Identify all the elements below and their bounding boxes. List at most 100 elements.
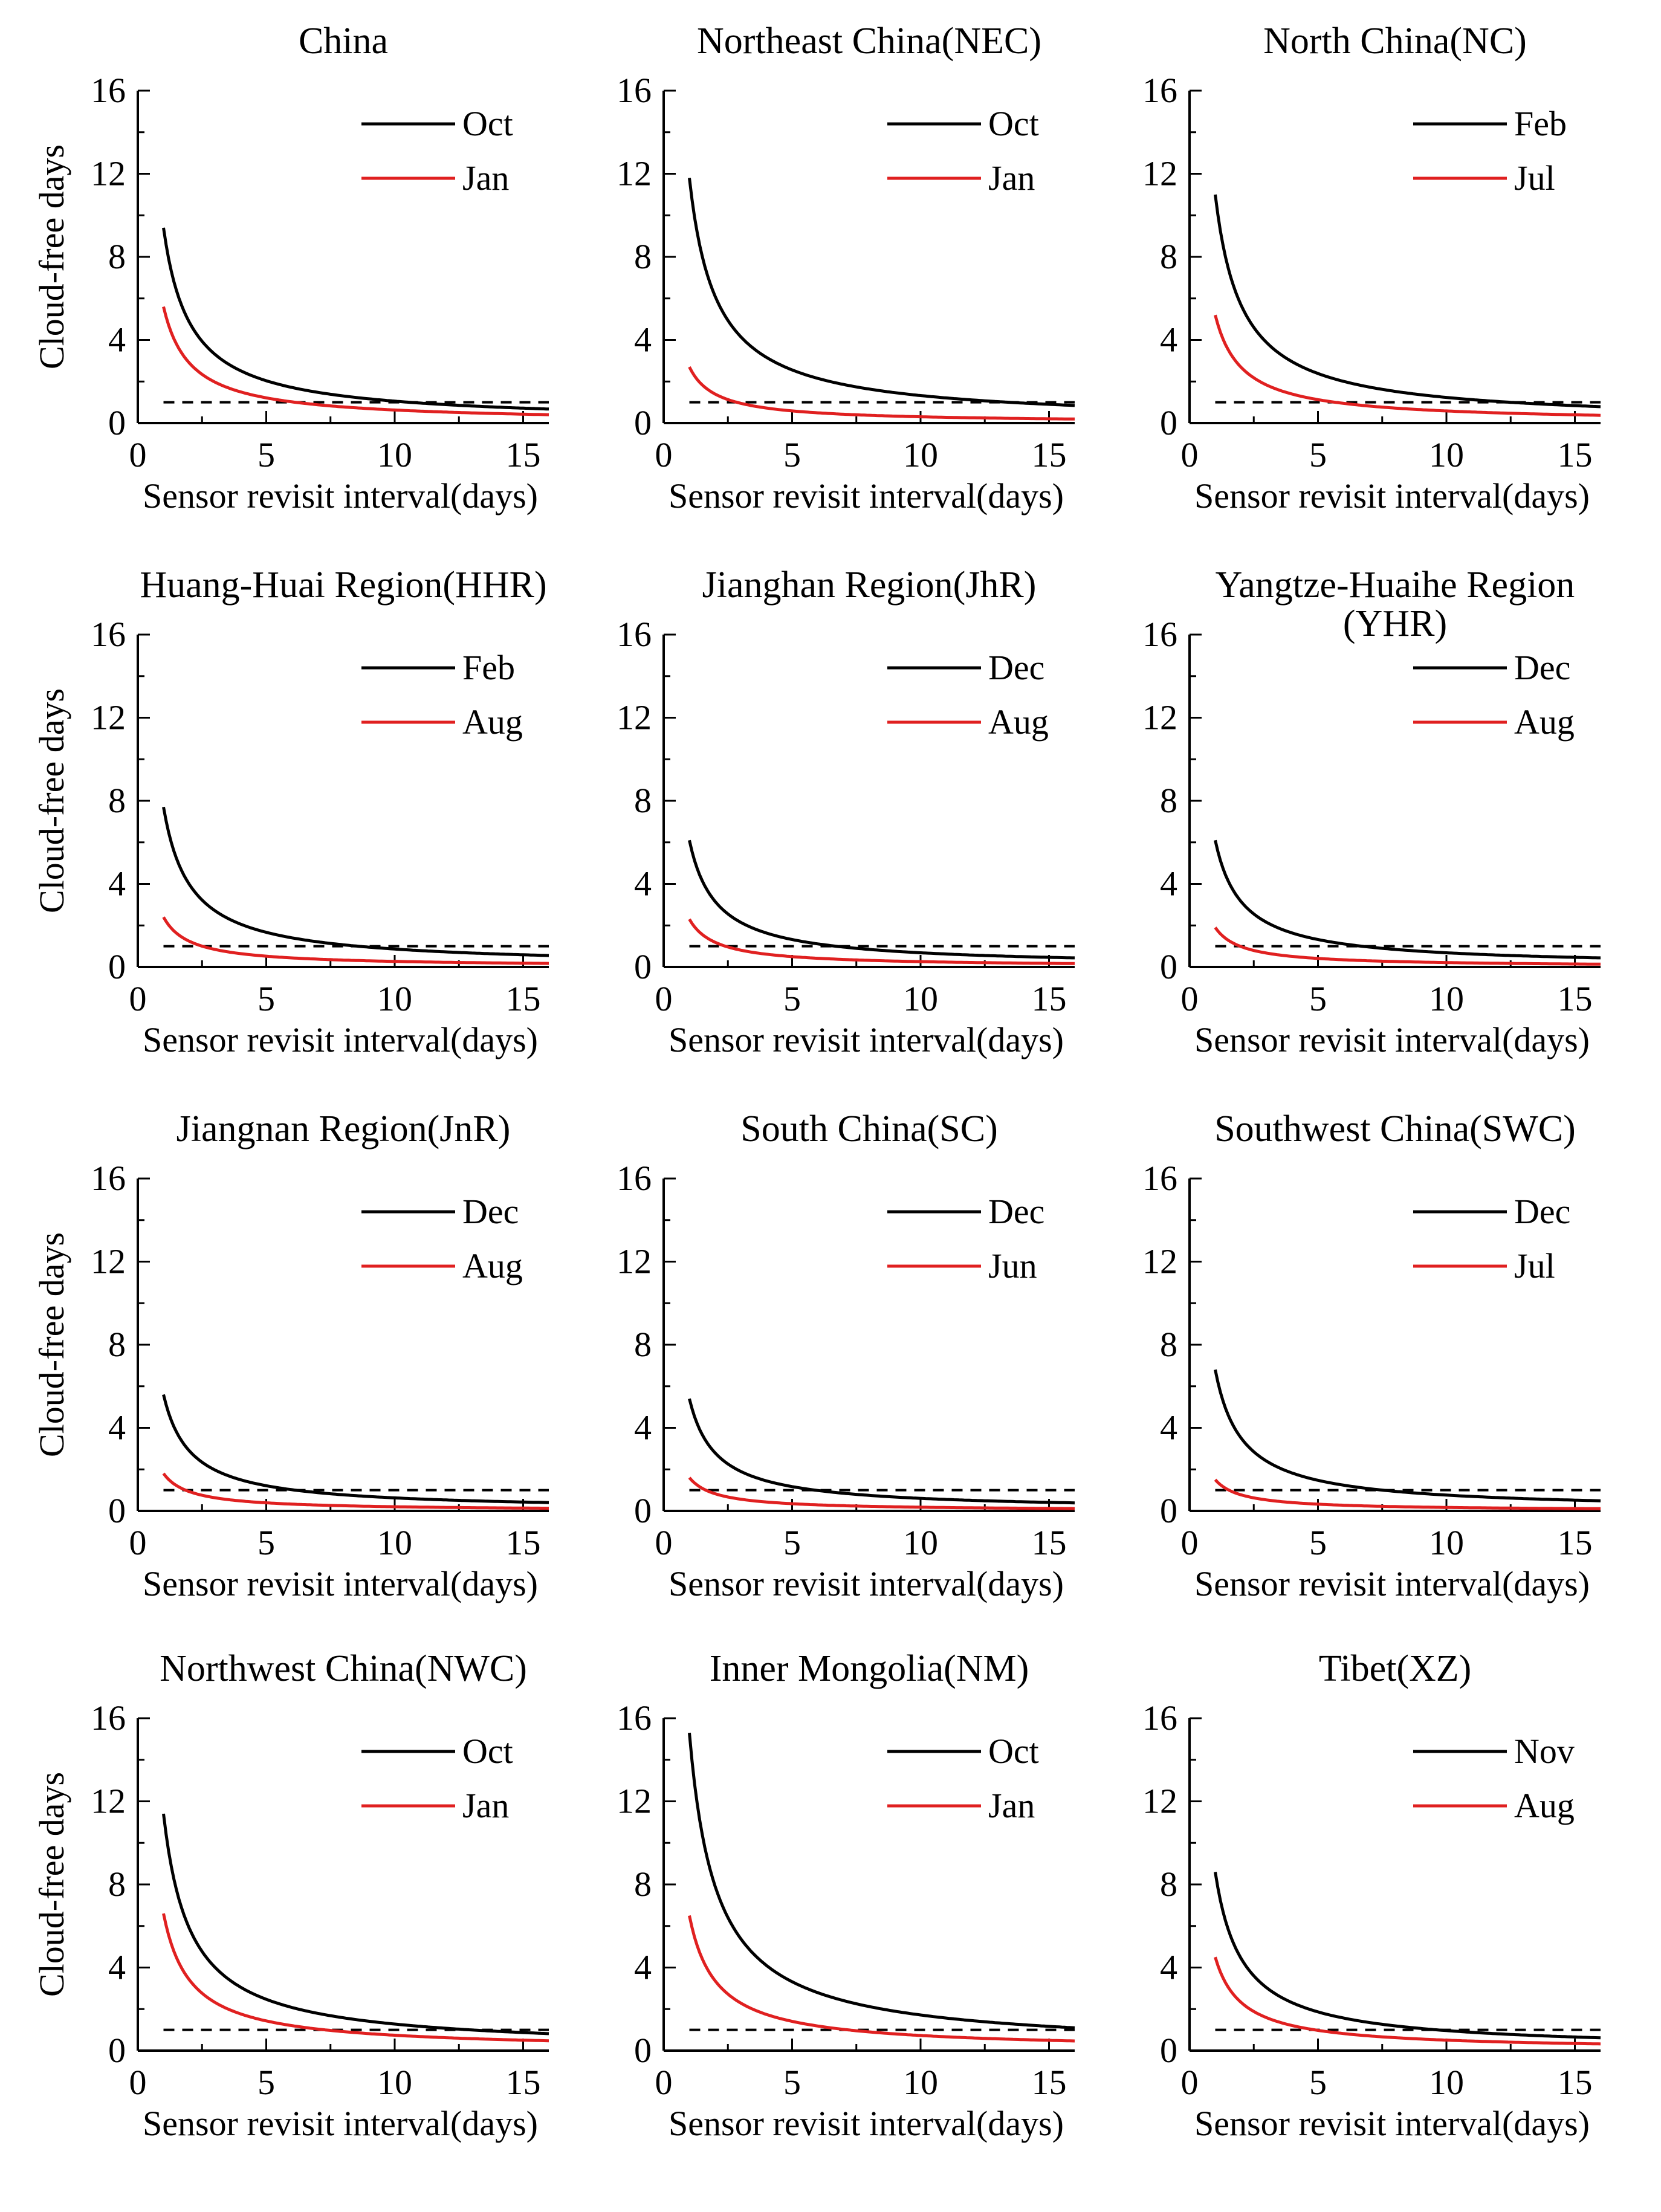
x-tick-label: 5 xyxy=(783,2063,801,2102)
series-line-oct xyxy=(688,178,1075,407)
chart-panel-6: Yangtze-Huaihe Region(YHR) 0 4 8 12 16 0 5 10 15S… xyxy=(1142,564,1601,1059)
x-tick-label: 10 xyxy=(1429,979,1464,1018)
legend-label: Jan xyxy=(462,158,509,198)
y-tick-label: 4 xyxy=(1160,320,1177,360)
y-tick-label: 12 xyxy=(617,154,652,193)
y-tick-label: 8 xyxy=(1160,1325,1177,1364)
x-axis-label: Sensor revisit interval(days) xyxy=(1194,2104,1590,2143)
x-axis-label: Sensor revisit interval(days) xyxy=(669,1020,1064,1059)
x-tick-label: 15 xyxy=(506,2063,541,2102)
x-tick-label: 0 xyxy=(1181,435,1199,474)
y-tick-label: 8 xyxy=(634,237,652,276)
x-tick-label: 5 xyxy=(783,1523,801,1562)
y-tick-label: 16 xyxy=(91,1159,126,1198)
y-tick-label: 8 xyxy=(1160,237,1177,276)
y-tick-label: 4 xyxy=(1160,1408,1177,1447)
y-tick-label: 4 xyxy=(634,1948,652,1987)
series-line-jan xyxy=(688,1915,1075,2043)
y-tick-label: 16 xyxy=(91,1698,126,1738)
y-tick-label: 4 xyxy=(634,1408,652,1447)
x-axis-label: Sensor revisit interval(days) xyxy=(669,2104,1064,2143)
series-line-nov xyxy=(1214,1871,1601,2040)
series-line-dec xyxy=(162,1394,549,1504)
y-tick-label: 4 xyxy=(1160,864,1177,904)
y-tick-label: 12 xyxy=(1142,698,1177,737)
chart-title: South China(SC) xyxy=(740,1108,997,1150)
y-axis-label: Cloud-free days xyxy=(32,688,71,913)
legend-label: Jul xyxy=(1514,158,1555,198)
x-tick-label: 5 xyxy=(1309,979,1327,1018)
legend-label: Aug xyxy=(1514,702,1575,742)
y-tick-label: 4 xyxy=(108,1948,126,1987)
y-tick-label: 0 xyxy=(634,947,652,986)
x-tick-label: 10 xyxy=(377,979,412,1018)
x-tick-label: 10 xyxy=(377,435,412,474)
series-line-feb xyxy=(1214,194,1601,409)
legend-label: Oct xyxy=(988,1732,1039,1771)
series-line-oct xyxy=(688,1732,1075,2029)
y-tick-label: 8 xyxy=(108,781,126,820)
series-line-oct xyxy=(162,1813,549,2036)
chart-title: China xyxy=(299,21,388,62)
x-tick-label: 10 xyxy=(903,979,938,1018)
x-tick-label: 10 xyxy=(1429,2063,1464,2102)
y-tick-label: 16 xyxy=(1142,71,1177,110)
legend-label: Feb xyxy=(462,648,515,687)
series-line-dec xyxy=(1214,839,1601,960)
series-line-jul xyxy=(1214,1478,1601,1510)
y-tick-label: 0 xyxy=(108,947,126,986)
x-tick-label: 10 xyxy=(377,2063,412,2102)
x-axis-label: Sensor revisit interval(days) xyxy=(1194,476,1590,516)
y-tick-label: 4 xyxy=(108,320,126,360)
series-line-dec xyxy=(1214,1369,1601,1502)
chart-panel-4: Huang-Huai Region(HHR) 0 4 8 12 16 0 5 10 15Senso… xyxy=(32,564,549,1059)
series-line-feb xyxy=(162,806,549,957)
legend-label: Dec xyxy=(462,1192,519,1231)
series-line-dec xyxy=(688,839,1075,960)
y-axis-label: Cloud-free days xyxy=(32,1232,71,1457)
x-tick-label: 15 xyxy=(1558,1523,1593,1562)
y-tick-label: 0 xyxy=(1160,947,1177,986)
y-tick-label: 8 xyxy=(1160,1864,1177,1904)
x-tick-label: 5 xyxy=(1309,435,1327,474)
chart-panel-10: Northwest China(NWC) 0 4 8 12 16 0 5 10 15Sensor … xyxy=(32,1648,549,2143)
y-tick-label: 4 xyxy=(634,320,652,360)
chart-panel-5: Jianghan Region(JhR) 0 4 8 12 16 0 5 10 15Sensor … xyxy=(617,564,1075,1059)
chart-title: Northwest China(NWC) xyxy=(160,1648,527,1689)
chart-title: North China(NC) xyxy=(1263,21,1527,62)
y-tick-label: 0 xyxy=(108,403,126,442)
x-axis-label: Sensor revisit interval(days) xyxy=(143,476,538,516)
y-tick-label: 8 xyxy=(634,1864,652,1904)
x-tick-label: 10 xyxy=(903,2063,938,2102)
y-tick-label: 0 xyxy=(634,2031,652,2070)
series-line-aug xyxy=(1214,1956,1601,2046)
y-tick-label: 8 xyxy=(108,237,126,276)
chart-title: Inner Mongolia(NM) xyxy=(710,1648,1029,1689)
x-axis-label: Sensor revisit interval(days) xyxy=(1194,1020,1590,1059)
legend-label: Oct xyxy=(988,104,1039,143)
y-tick-label: 16 xyxy=(617,1698,652,1738)
series-line-aug xyxy=(162,916,549,965)
x-tick-label: 15 xyxy=(1558,2063,1593,2102)
y-tick-label: 12 xyxy=(91,1242,126,1281)
y-tick-label: 0 xyxy=(1160,2031,1177,2070)
x-tick-label: 0 xyxy=(129,435,147,474)
x-tick-label: 0 xyxy=(1181,1523,1199,1562)
y-tick-label: 4 xyxy=(634,864,652,904)
x-tick-label: 15 xyxy=(1032,979,1067,1018)
legend-label: Aug xyxy=(462,702,523,742)
y-tick-label: 0 xyxy=(1160,403,1177,442)
y-tick-label: 12 xyxy=(1142,1242,1177,1281)
x-tick-label: 0 xyxy=(1181,2063,1199,2102)
x-tick-label: 0 xyxy=(129,1523,147,1562)
y-tick-label: 16 xyxy=(617,1159,652,1198)
x-tick-label: 15 xyxy=(1558,979,1593,1018)
y-axis-label: Cloud-free days xyxy=(32,144,71,369)
chart-panel-2: Northeast China(NEC) 0 4 8 12 16 0 5 10 15Sensor … xyxy=(617,21,1075,516)
x-tick-label: 0 xyxy=(129,979,147,1018)
y-tick-label: 0 xyxy=(108,1491,126,1530)
series-line-jun xyxy=(688,1476,1075,1510)
x-tick-label: 10 xyxy=(1429,435,1464,474)
